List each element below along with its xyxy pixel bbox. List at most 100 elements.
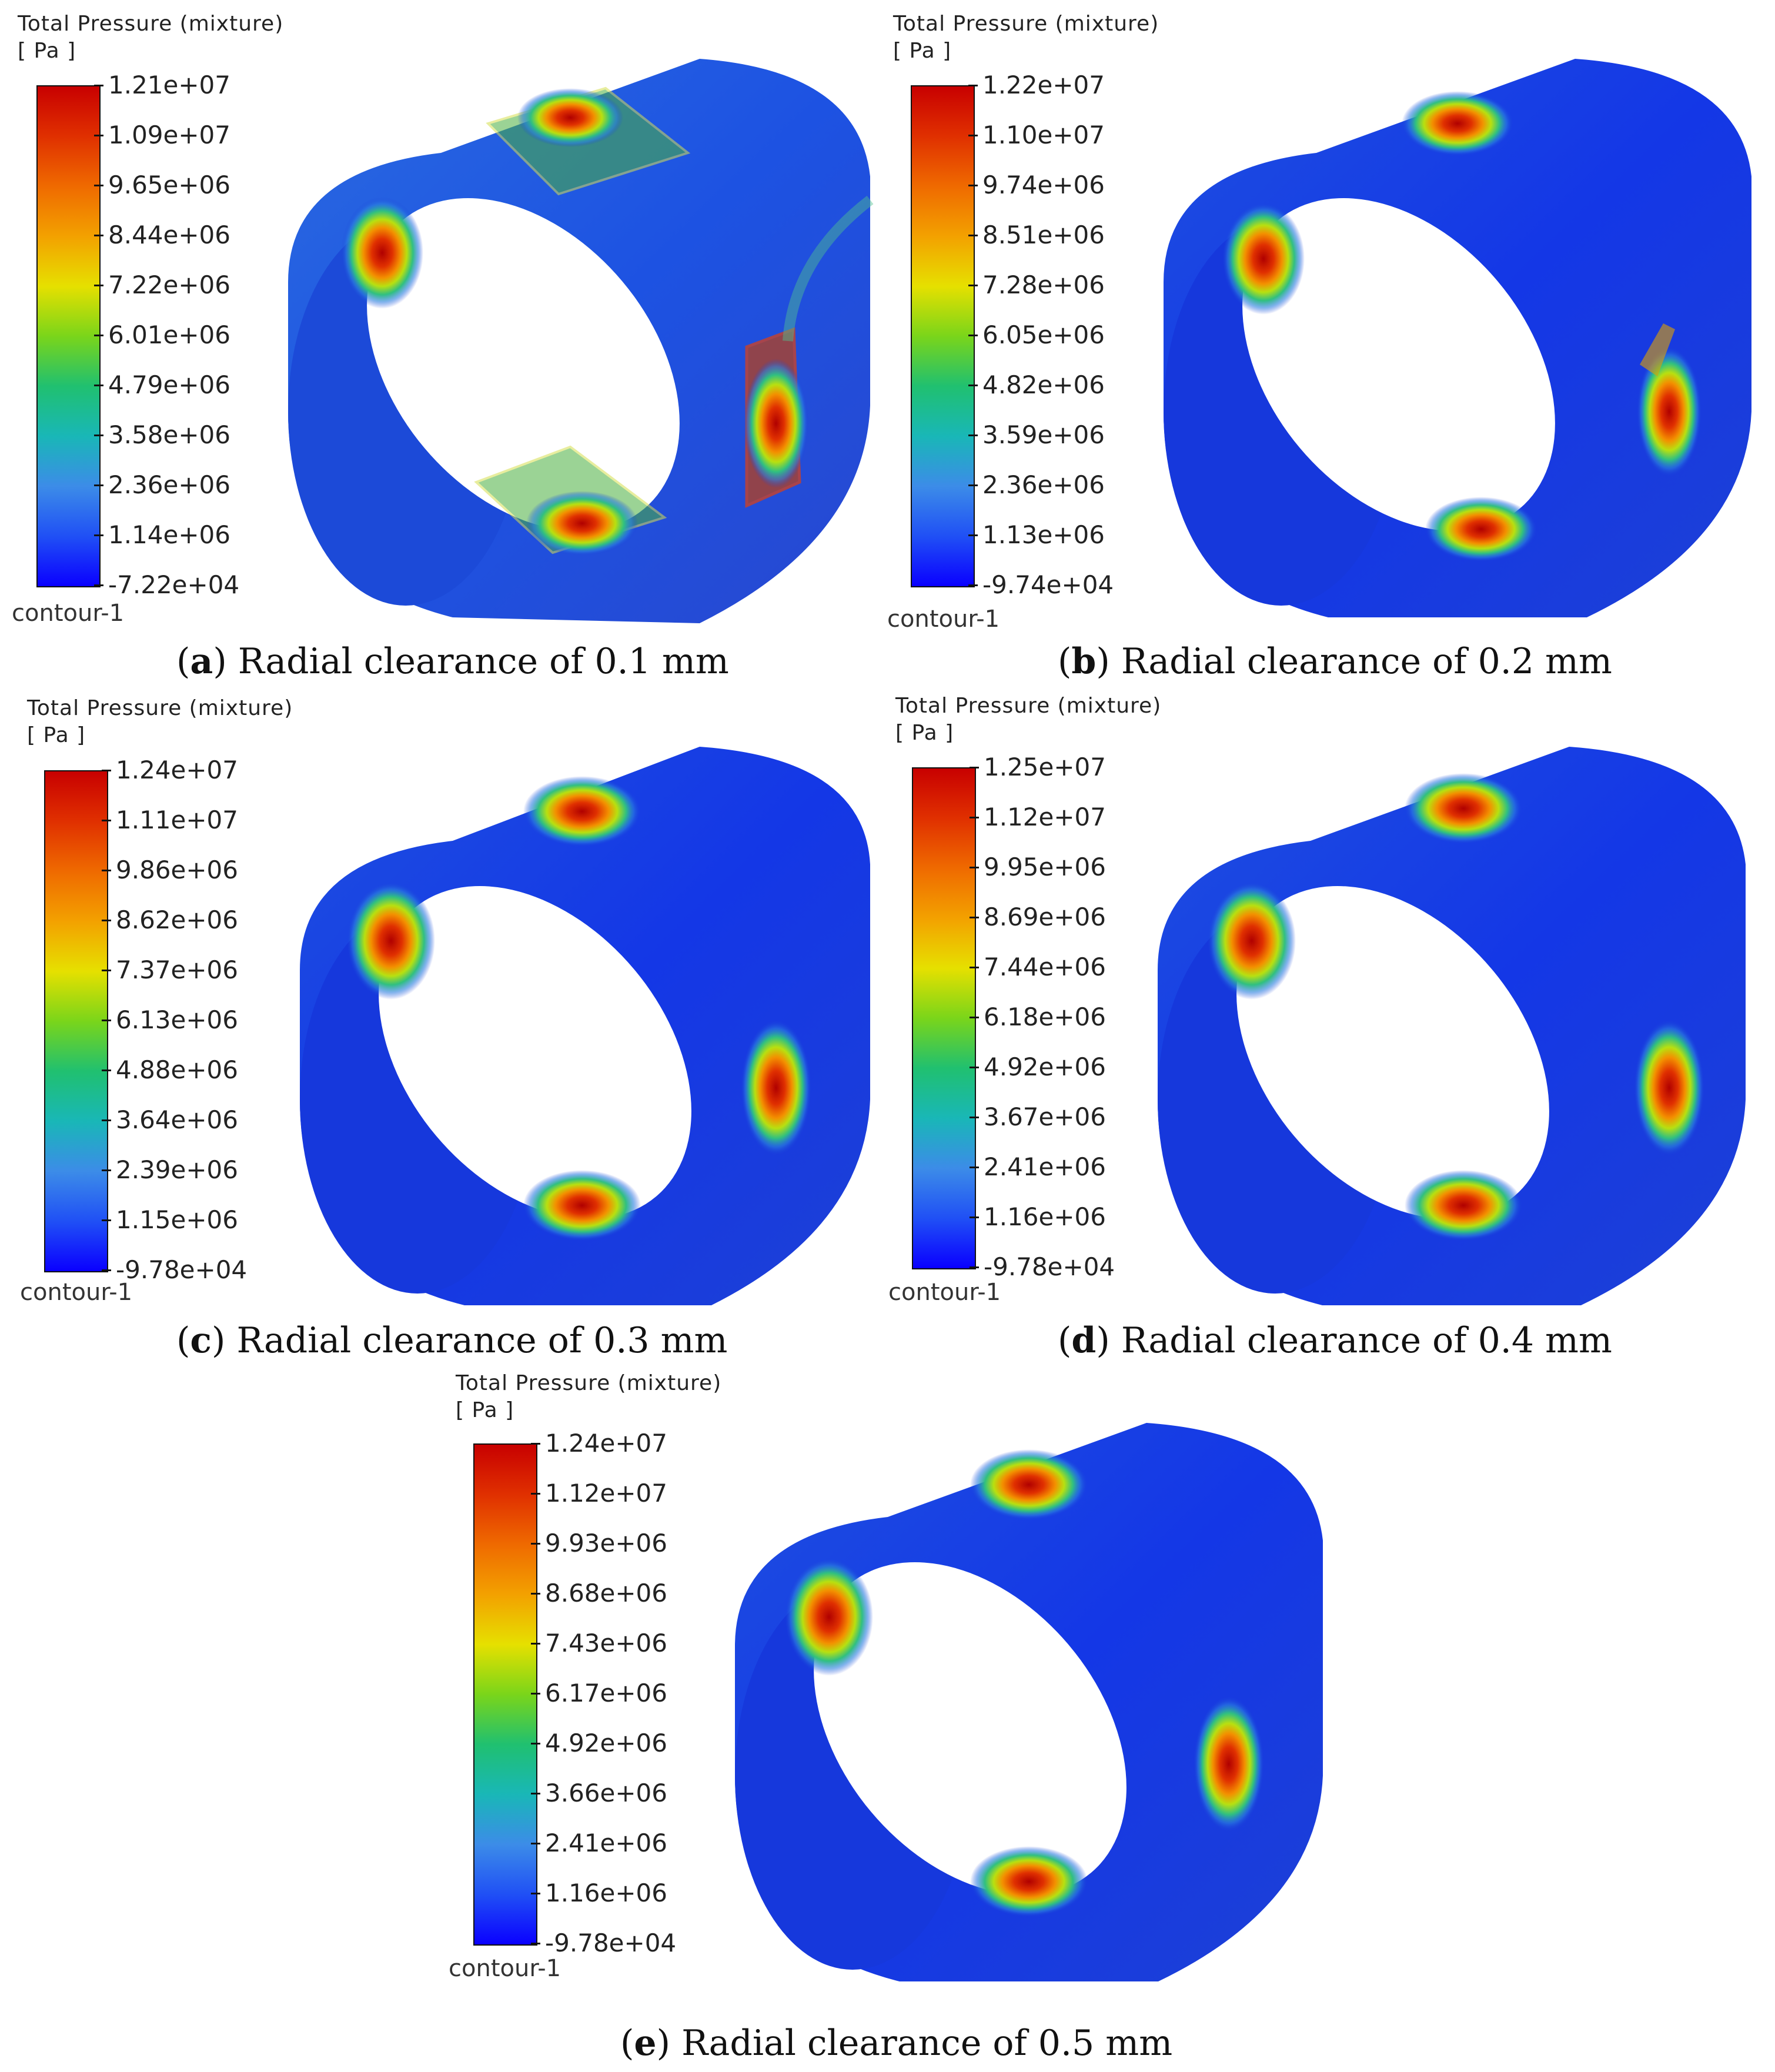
colorbar-tick-label: 1.21e+07 [108,71,230,99]
legend-title: Total Pressure (mixture) [ Pa ] [27,695,293,749]
caption-text: Radial clearance of 0.5 mm [681,2023,1173,2064]
colorbar-tick [531,1443,540,1445]
colorbar-tick-label: 4.88e+06 [116,1055,238,1084]
colorbar-tick-label: 8.51e+06 [982,220,1105,249]
colorbar-tick [970,1266,979,1268]
colorbar-tick [968,235,978,236]
colorbar-tick-label: 6.18e+06 [984,1002,1106,1031]
colorbar-tick-label: 1.11e+07 [116,806,238,834]
caption: (a) Radial clearance of 0.1 mm [176,641,729,682]
colorbar [912,767,976,1269]
colorbar-tick [970,867,979,868]
colorbar-tick-label: 8.62e+06 [116,905,238,934]
colorbar-tick [968,584,978,586]
colorbar-tick [102,1020,111,1021]
colorbar-tick-label: 8.69e+06 [984,903,1106,931]
caption-text: Radial clearance of 0.3 mm [236,1320,728,1361]
panel-c: Total Pressure (mixture) [ Pa ] contour-… [0,688,887,1370]
legend-title-text: Total Pressure (mixture) [27,696,293,720]
colorbar-tick [531,1843,540,1844]
colorbar-tick-label: 1.22e+07 [982,71,1105,99]
colorbar-tick-label: 1.09e+07 [108,121,230,149]
colorbar-tick-label: 6.01e+06 [108,320,230,349]
colorbar-tick-label: 2.39e+06 [116,1155,238,1184]
colorbar-tick-label: 1.13e+06 [982,520,1105,549]
colorbar-tick-label: 2.36e+06 [982,470,1105,499]
colorbar-tick [102,970,111,971]
colorbar-tick [968,135,978,136]
colorbar-tick-label: 4.92e+06 [545,1729,667,1757]
caption-letter: b [1071,641,1097,682]
caption-letter: e [634,2023,657,2064]
colorbar-tick-label: -9.78e+04 [984,1252,1115,1281]
colorbar-tick [94,285,103,286]
colorbar-tick [94,335,103,336]
colorbar-tick-label: 8.68e+06 [545,1579,667,1608]
colorbar-tick [968,534,978,536]
colorbar-tick [102,1219,111,1221]
colorbar-tick-label: 2.36e+06 [108,470,230,499]
legend-title: Total Pressure (mixture) [ Pa ] [18,11,283,65]
colorbar-tick-label: 7.44e+06 [984,953,1106,981]
pressure-contour-render [300,747,870,1305]
caption-letter: c [190,1320,212,1361]
caption-letter: d [1071,1320,1097,1361]
colorbar-tick [968,335,978,336]
colorbar-tick-label: 3.58e+06 [108,420,230,449]
caption-text: Radial clearance of 0.4 mm [1121,1320,1612,1361]
colorbar-tick [531,1693,540,1695]
legend-title-text: Total Pressure (mixture) [893,12,1159,36]
colorbar-tick-label: 1.24e+07 [116,756,238,784]
colorbar-tick [102,1269,111,1271]
colorbar-tick [970,1167,979,1168]
legend-unit: [ Pa ] [895,721,954,745]
colorbar-tick [102,1119,111,1121]
colorbar-tick-label: 3.64e+06 [116,1105,238,1134]
colorbar-tick-label: 9.93e+06 [545,1529,667,1558]
contour-label: contour-1 [887,606,1000,633]
colorbar-tick [94,385,103,386]
pressure-contour-render [1158,747,1746,1305]
legend-title: Total Pressure (mixture) [ Pa ] [893,11,1159,65]
colorbar-tick [970,1217,979,1218]
colorbar-tick-label: -9.74e+04 [982,570,1114,599]
colorbar-tick-label: 1.25e+07 [984,753,1106,781]
caption: (b) Radial clearance of 0.2 mm [1058,641,1612,682]
colorbar-tick-label: 1.12e+07 [984,803,1106,831]
colorbar-tick-label: 1.24e+07 [545,1429,667,1458]
colorbar-tick-label: 1.16e+06 [984,1202,1106,1231]
panel-d: Total Pressure (mixture) [ Pa ] contour-… [887,688,1775,1370]
legend-title-text: Total Pressure (mixture) [456,1371,722,1395]
legend-unit: [ Pa ] [18,39,76,63]
colorbar-tick [531,1793,540,1794]
colorbar-tick-label: 7.43e+06 [545,1629,667,1657]
colorbar-tick [970,767,979,768]
colorbar-tick [531,1543,540,1545]
colorbar-tick [102,870,111,871]
colorbar-tick [102,770,111,771]
colorbar-tick-label: 3.66e+06 [545,1779,667,1807]
colorbar-tick-label: 8.44e+06 [108,220,230,249]
legend-unit: [ Pa ] [893,39,952,63]
pressure-contour-render [1164,59,1751,617]
caption-text: Radial clearance of 0.1 mm [238,641,729,682]
legend-unit: [ Pa ] [456,1398,514,1422]
colorbar-tick [531,1743,540,1745]
legend-title: Total Pressure (mixture) [ Pa ] [456,1370,721,1424]
colorbar-tick [970,1117,979,1118]
colorbar-tick-label: 9.65e+06 [108,171,230,199]
colorbar-tick-label: 2.41e+06 [545,1829,667,1857]
colorbar-tick-label: 1.14e+06 [108,520,230,549]
colorbar-tick-label: 4.92e+06 [984,1052,1106,1081]
colorbar-tick-label: 9.95e+06 [984,853,1106,881]
colorbar [911,85,975,587]
caption: (e) Radial clearance of 0.5 mm [620,2023,1173,2064]
colorbar-tick [102,820,111,821]
colorbar-tick [970,1067,979,1068]
colorbar-tick [531,1493,540,1495]
colorbar-tick-label: 6.17e+06 [545,1679,667,1707]
colorbar-tick [968,385,978,386]
caption-text: Radial clearance of 0.2 mm [1121,641,1612,682]
colorbar-tick-label: 7.28e+06 [982,270,1105,299]
colorbar-tick-label: 1.15e+06 [116,1205,238,1234]
